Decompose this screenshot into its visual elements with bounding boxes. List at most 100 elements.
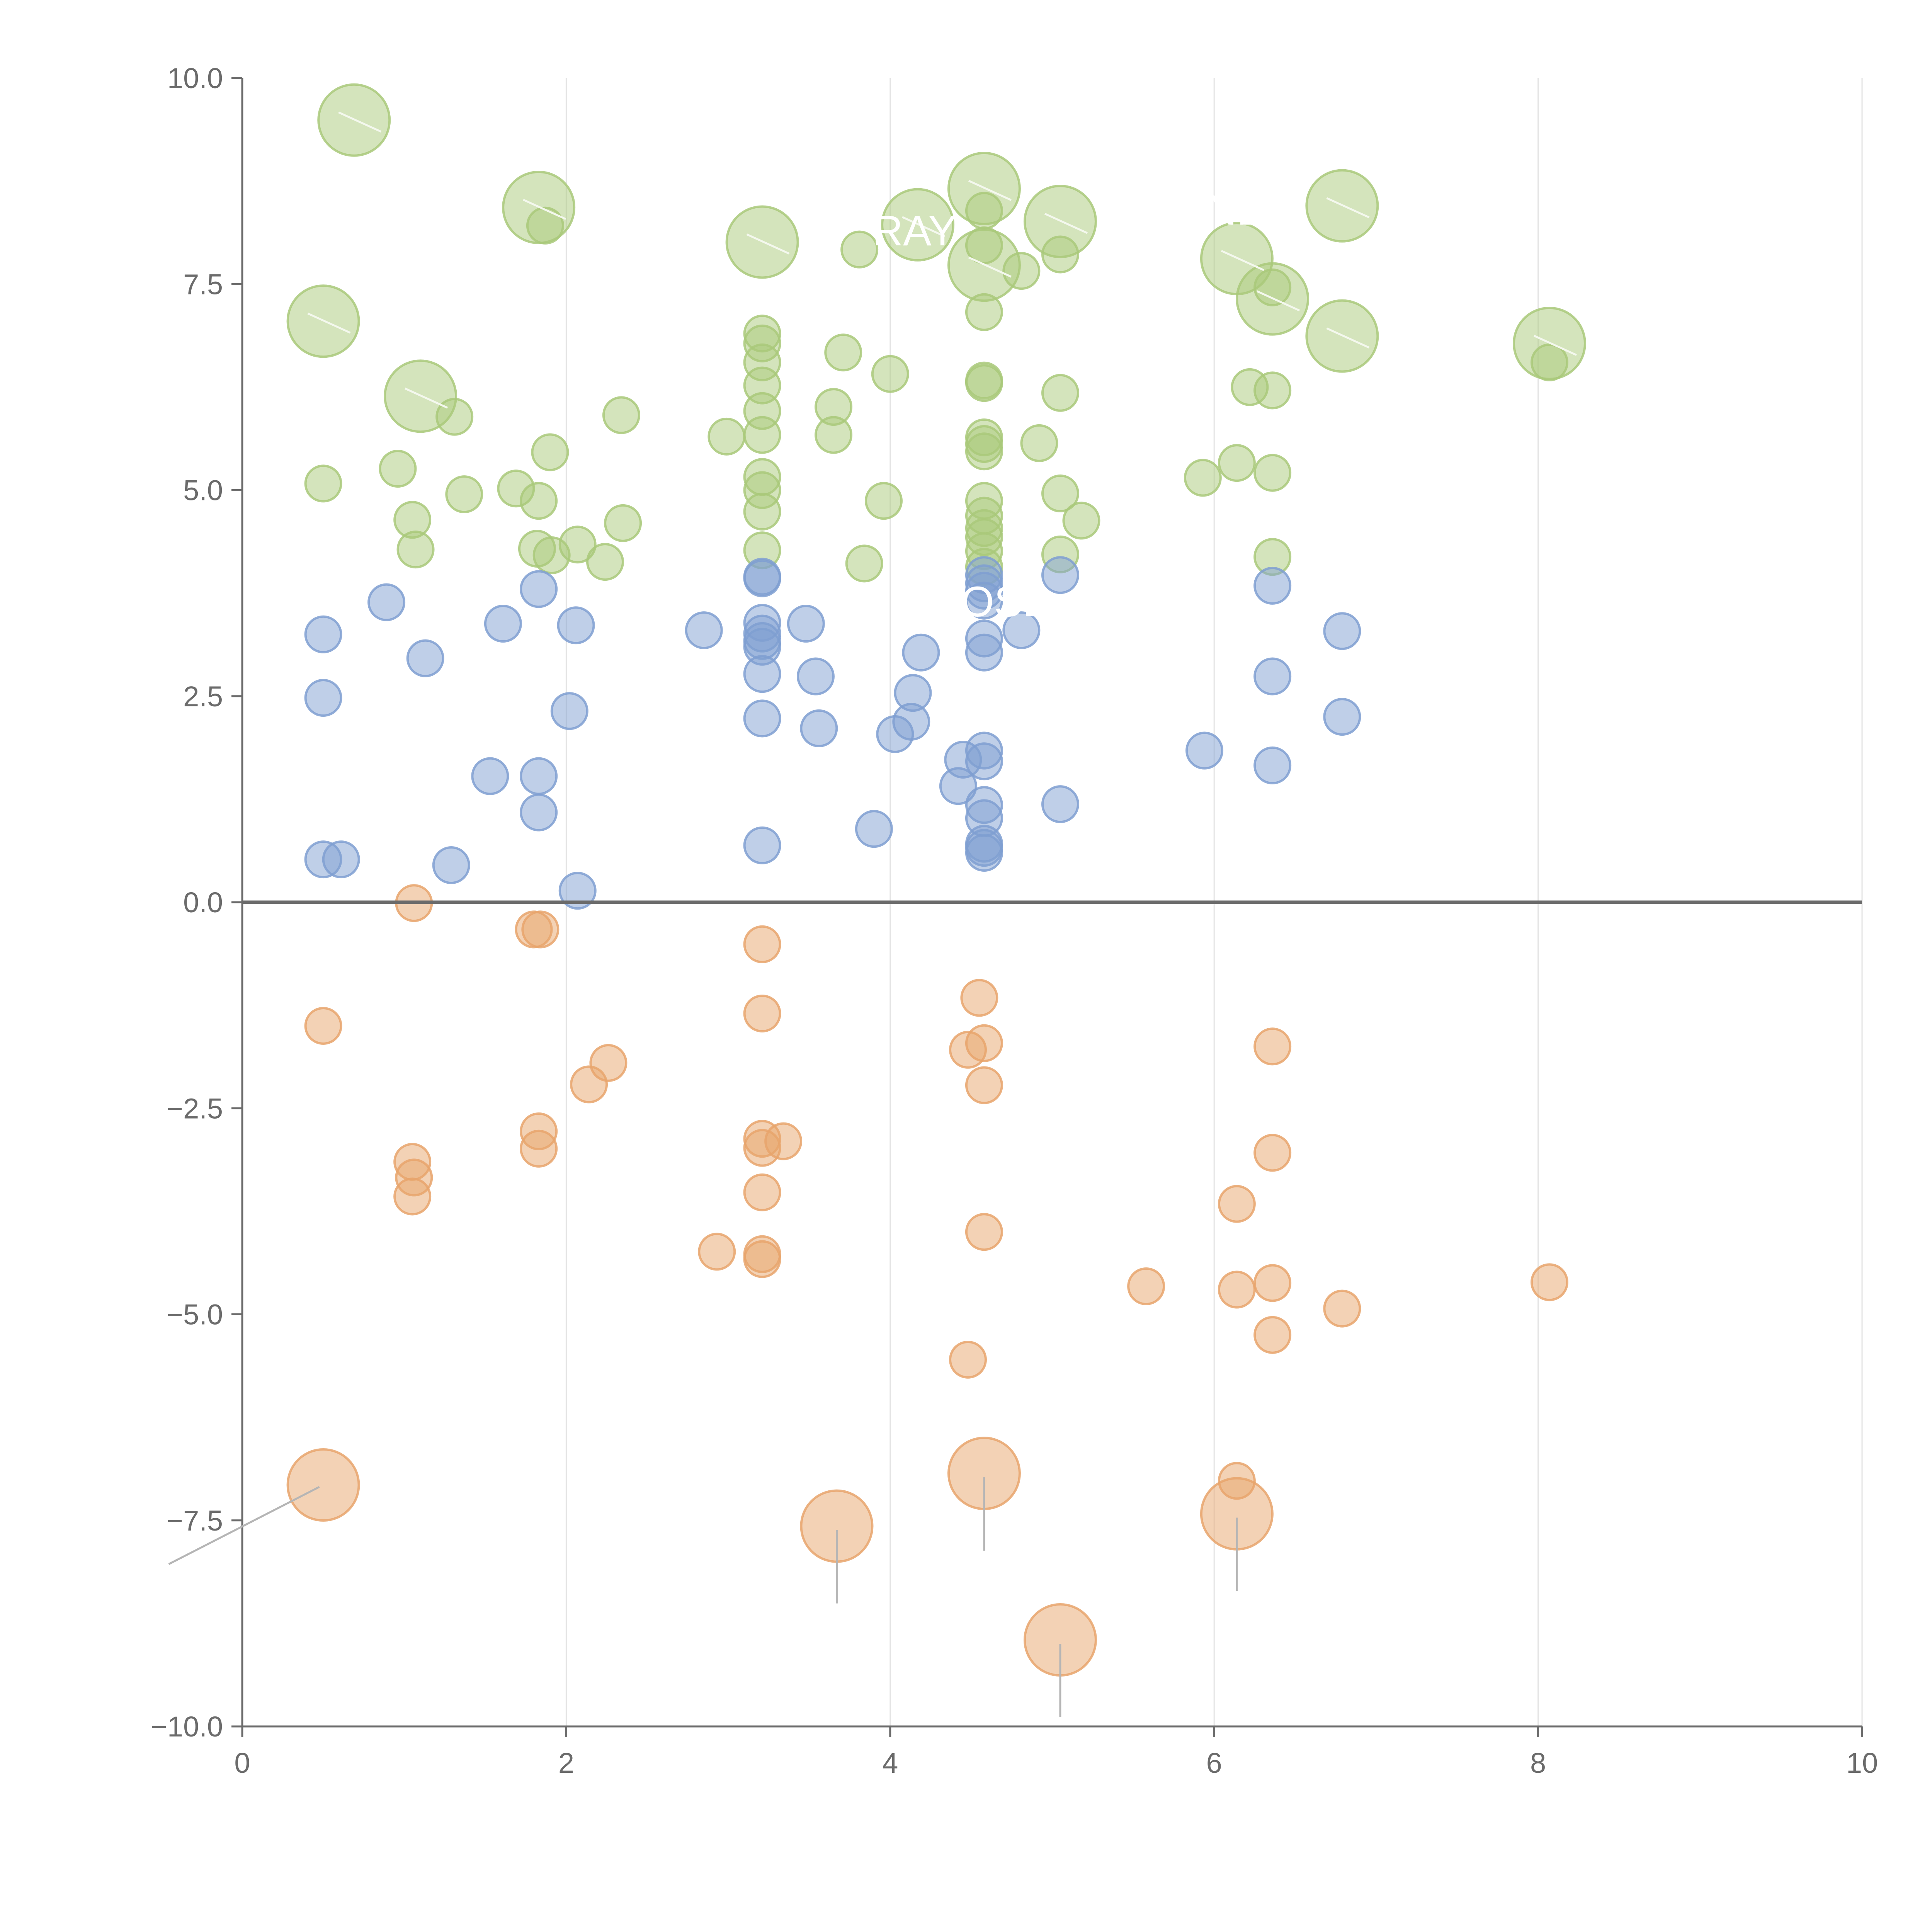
bubble-orange [1218,1462,1256,1500]
leader-line [902,216,946,237]
leader-line [1044,213,1088,234]
bubbles [286,83,1586,1677]
bubble-green [558,526,597,564]
bubble-green [586,543,624,581]
bubble-blue [1253,657,1292,696]
leader-line [1533,335,1577,356]
bubble-orange [743,925,781,963]
bubble-blue [304,679,342,717]
y-tick-label: 10.0 [167,62,223,94]
bubble-blue [743,559,781,597]
bubble-green [1020,424,1058,462]
bubble-blue [855,810,893,848]
bubble-blue [965,742,1003,781]
y-tick-label: 7.5 [183,268,223,300]
annotation-label: ND [1206,187,1267,234]
bubble-blue [800,709,838,747]
bubble-green [1184,459,1222,497]
bubble-green [1253,371,1292,410]
bubble-blue [1323,612,1361,650]
bubble-orange [520,1129,558,1168]
y-tick-label: −5.0 [167,1299,223,1331]
bubble-blue [743,826,781,864]
bubble-blue [1002,611,1041,650]
leader-line [746,233,790,255]
bubble-green [965,364,1003,402]
bubble-green [304,464,342,503]
leader-line [405,388,448,409]
bubble-green [396,531,435,569]
y-tick-label: 5.0 [183,474,223,507]
bubble-blue [1185,731,1224,770]
annotation-label: OSL [961,578,1046,626]
bubble-blue [550,692,588,730]
bubble-orange [589,1044,628,1082]
bubble-orange [1253,1316,1292,1354]
leader-line [338,111,382,133]
leader-line [1221,250,1264,271]
bubble-green [379,450,417,488]
bubble-green [1041,474,1079,513]
bubble-green [1530,343,1568,381]
bubble-orange [698,1233,736,1271]
bubble-orange [1323,1289,1361,1328]
bubble-blue [304,615,342,653]
bubble-green [531,433,569,471]
bubble-orange [1127,1267,1165,1305]
bubble-green [1253,268,1292,306]
x-tick-label: 6 [1206,1747,1222,1779]
bubble-orange [965,1024,1003,1062]
bubble-orange [286,1448,360,1522]
bubble-blue [1041,556,1079,594]
bubble-orange [965,1066,1003,1104]
x-tick-label: 8 [1530,1747,1546,1779]
x-tick-label: 10 [1846,1747,1878,1779]
bubble-blue [965,834,1003,872]
y-tick-label: 0.0 [183,886,223,918]
bubble-green [871,355,909,393]
bubble-blue [939,767,977,805]
bubble-green [1041,374,1079,412]
bubble-orange [521,910,560,949]
y-tick-label: −7.5 [167,1505,223,1537]
bubble-blue [520,757,558,795]
bubble-green [1253,454,1292,492]
bubble-orange [743,1240,781,1278]
leader-line [1326,327,1370,349]
bubble-blue [520,570,558,608]
bubble-green [965,293,1003,331]
bubble-green [520,482,558,520]
bubble-blue [743,655,781,693]
bubble-blue [558,872,597,910]
bubble-green [824,333,862,372]
bubble-blue [743,699,781,738]
bubble-green [815,416,853,454]
annotation-label: RAY [872,207,957,255]
bubble-blue [1253,566,1292,605]
bubble-orange [1253,1027,1292,1066]
bubble-green [707,417,746,456]
bubble-blue [685,611,723,650]
bubble-blue [484,605,522,643]
x-tick-label: 4 [882,1747,898,1779]
bubble-orange [965,1213,1003,1251]
leader-line [968,180,1012,201]
y-tick-label: 2.5 [183,680,223,713]
leader-line [307,312,351,334]
bubble-green [840,230,879,269]
bubble-orange [393,1177,432,1216]
bubble-orange [1530,1263,1568,1301]
bubble-green [965,432,1003,471]
bubble-blue [965,633,1003,672]
bubble-green [1062,502,1100,540]
bubble-blue [520,793,558,832]
bubble-orange [1218,1185,1256,1223]
leader-line [1257,290,1300,311]
bubble-green [965,226,1003,264]
bubble-blue [796,657,835,696]
annotation-label: MA [440,321,505,369]
x-tick-label: 2 [558,1747,574,1779]
annotation-label: T [710,503,736,551]
bubble-blue [965,582,1003,620]
